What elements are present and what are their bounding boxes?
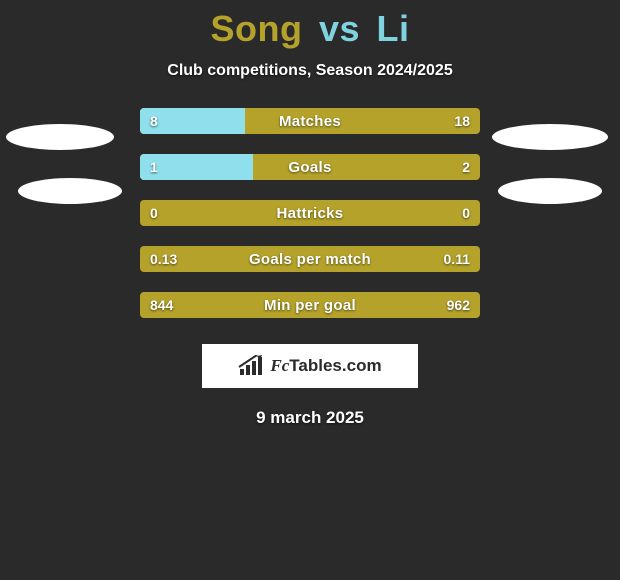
stat-label: Goals [140,154,480,180]
stat-label: Goals per match [140,246,480,272]
stat-label: Min per goal [140,292,480,318]
player1-ellipse-top [6,124,114,150]
subtitle: Club competitions, Season 2024/2025 [0,62,620,80]
title-player1: Song [210,8,302,49]
stat-label: Matches [140,108,480,134]
player2-ellipse-bottom [498,178,602,204]
stat-row: 00Hattricks [140,200,480,226]
comparison-arena: 818Matches 12Goals 00Hattricks 0.130.11Goal… [0,108,620,328]
logo-text: FcTables.com [270,356,381,376]
title-vs: vs [319,8,360,49]
logo-text-tables: Tables.com [289,356,381,375]
logo-text-fc: Fc [270,356,289,375]
stat-row: 818Matches [140,108,480,134]
stat-label: Hattricks [140,200,480,226]
stat-row: 0.130.11Goals per match [140,246,480,272]
comparison-bars: 818Matches 12Goals 00Hattricks 0.130.11Goal… [140,108,480,338]
date-label: 9 march 2025 [0,408,620,428]
fctables-logo: FcTables.com [202,344,418,388]
player2-ellipse-top [492,124,608,150]
stat-row: 12Goals [140,154,480,180]
title-player2: Li [377,8,410,49]
stat-row: 844962Min per goal [140,292,480,318]
player1-ellipse-bottom [18,178,122,204]
bars-growth-icon [238,355,264,377]
comparison-title: Song vs Li [0,0,620,50]
